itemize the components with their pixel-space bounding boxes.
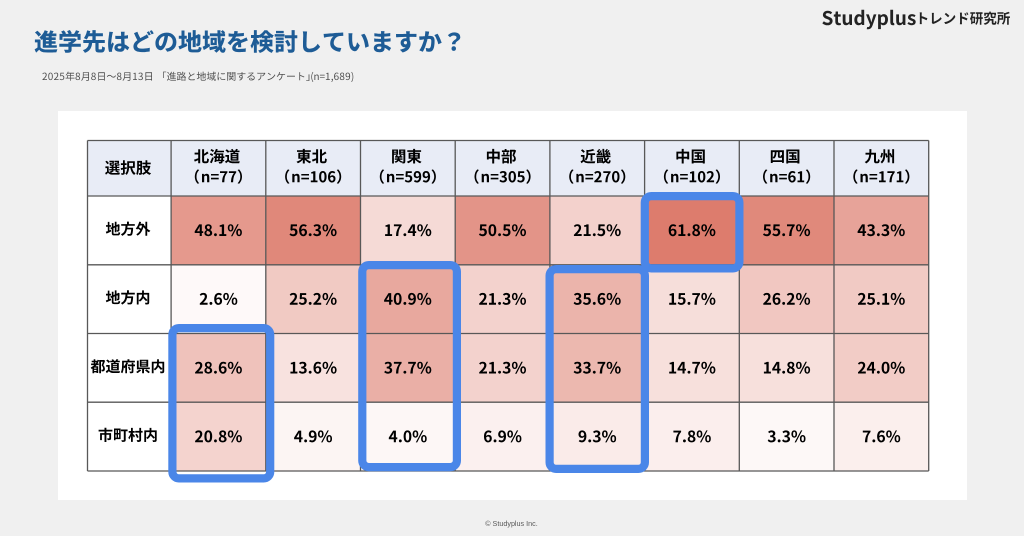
svg-text:© Studyplus Inc.: © Studyplus Inc. [485, 519, 537, 528]
